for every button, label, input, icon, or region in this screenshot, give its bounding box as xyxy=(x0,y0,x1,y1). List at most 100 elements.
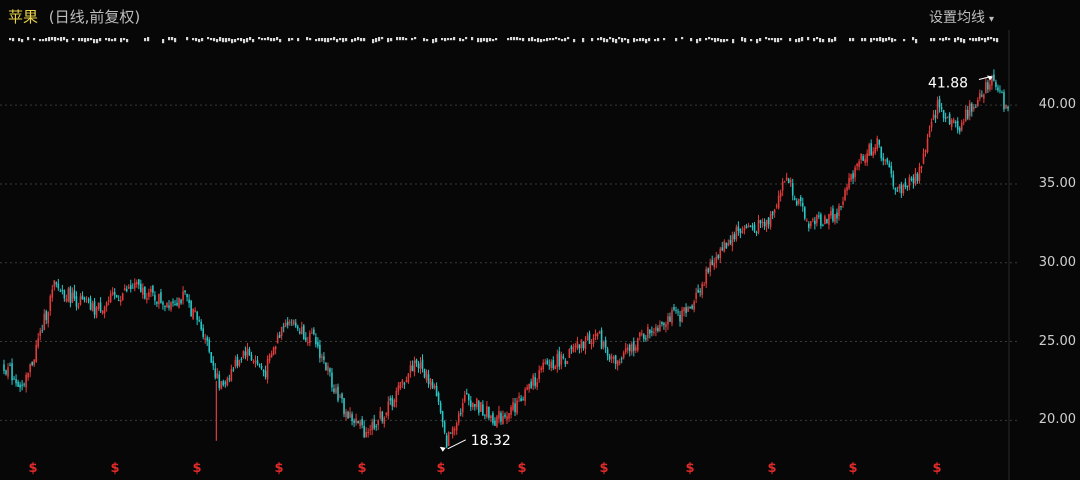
candle-body xyxy=(657,328,659,331)
indicator-dot xyxy=(612,38,615,43)
candle-body xyxy=(419,362,422,370)
candle-body xyxy=(610,357,613,359)
indicator-dot xyxy=(864,38,867,42)
indicator-dot xyxy=(777,38,780,43)
indicator-dot xyxy=(699,38,702,42)
indicator-dot xyxy=(633,38,636,43)
candle-body xyxy=(174,304,176,306)
indicator-dot xyxy=(414,37,417,40)
candle-body xyxy=(45,311,48,321)
candle-body xyxy=(294,322,297,327)
indicator-dot xyxy=(33,38,36,41)
indicator-dot xyxy=(534,39,537,42)
candle-body xyxy=(524,389,526,402)
candle-body xyxy=(546,360,549,364)
chart-title: 苹果 (日线,前复权) xyxy=(8,6,140,27)
candle-body xyxy=(514,403,516,413)
candle-body xyxy=(854,167,856,178)
dividend-marker: $ xyxy=(599,461,608,476)
indicator-dot xyxy=(624,38,627,41)
candle-body xyxy=(558,351,561,367)
indicator-dot xyxy=(297,38,300,42)
candle-body xyxy=(355,418,357,423)
indicator-dot xyxy=(267,37,270,41)
indicator-dot xyxy=(90,38,93,41)
candle-body xyxy=(508,413,510,419)
candle-body xyxy=(924,150,927,153)
indicator-dot xyxy=(546,38,549,42)
candle-body xyxy=(431,382,434,389)
set-ma-button[interactable]: 设置均线 ▾ xyxy=(929,7,994,27)
candle-body xyxy=(987,82,989,90)
candle-body xyxy=(427,374,430,384)
candle-body xyxy=(638,332,641,337)
candle-body xyxy=(502,416,504,425)
candle-body xyxy=(904,182,907,187)
y-tick-label: 20.00 xyxy=(1038,412,1076,428)
candle-body xyxy=(944,117,947,119)
candle-body xyxy=(999,90,1001,92)
candle-body xyxy=(530,381,532,388)
candle-body xyxy=(472,402,474,408)
indicator-dot-row xyxy=(9,37,999,44)
candle-body xyxy=(236,356,239,367)
candle-body xyxy=(972,107,975,110)
candle-body xyxy=(260,365,263,369)
candle-body xyxy=(544,362,547,364)
candle-body xyxy=(327,366,329,371)
candle-body xyxy=(186,294,188,298)
candle-body xyxy=(407,373,410,383)
candle-body xyxy=(618,361,621,364)
indicator-dot xyxy=(372,39,375,44)
candle-body xyxy=(566,361,569,364)
indicator-dot xyxy=(210,38,213,41)
candle-body xyxy=(11,363,13,381)
indicator-dot xyxy=(714,38,717,43)
candle-body xyxy=(554,366,557,370)
indicator-dot xyxy=(276,37,279,41)
candle-body xyxy=(968,103,971,117)
candle-body xyxy=(39,330,42,336)
candle-body xyxy=(576,341,579,349)
candle-body xyxy=(661,322,663,325)
indicator-dot xyxy=(513,37,516,41)
candle-body xyxy=(701,283,703,295)
indicator-dot xyxy=(279,39,282,43)
candle-body xyxy=(632,341,635,351)
candle-body xyxy=(719,248,722,259)
indicator-dot xyxy=(945,37,948,41)
candle-body xyxy=(148,292,150,297)
indicator-dot xyxy=(111,39,114,42)
candle-body xyxy=(731,235,734,247)
candle-body xyxy=(23,383,25,385)
indicator-dot xyxy=(528,38,531,42)
indicator-dot xyxy=(816,37,819,40)
candle-body xyxy=(107,300,110,302)
candle-body xyxy=(966,109,969,119)
candle-body xyxy=(150,288,152,292)
indicator-dot xyxy=(405,38,408,41)
indicator-dot xyxy=(801,37,804,42)
candle-body xyxy=(93,301,96,315)
dividend-markers: $ $ $ $ $ $ $ $ $ $ $ $ xyxy=(28,461,941,476)
candle-body xyxy=(667,316,669,325)
indicator-dot xyxy=(87,38,90,42)
indicator-dot xyxy=(606,39,609,43)
candle-body xyxy=(492,413,494,424)
candle-body xyxy=(160,292,162,303)
candlestick-series xyxy=(3,69,1009,449)
candle-body xyxy=(789,180,792,183)
candle-body xyxy=(983,94,985,99)
candle-body xyxy=(248,349,251,356)
indicator-dot xyxy=(591,38,594,42)
indicator-dot xyxy=(354,38,357,42)
indicator-dot xyxy=(675,38,678,42)
candle-body xyxy=(850,174,852,181)
candle-body xyxy=(250,354,253,361)
y-tick-label: 40.00 xyxy=(1038,97,1076,113)
candle-body xyxy=(325,362,327,370)
candle-body xyxy=(192,308,194,319)
candle-body xyxy=(25,374,27,388)
candle-body xyxy=(1007,106,1009,109)
candle-body xyxy=(914,172,917,185)
